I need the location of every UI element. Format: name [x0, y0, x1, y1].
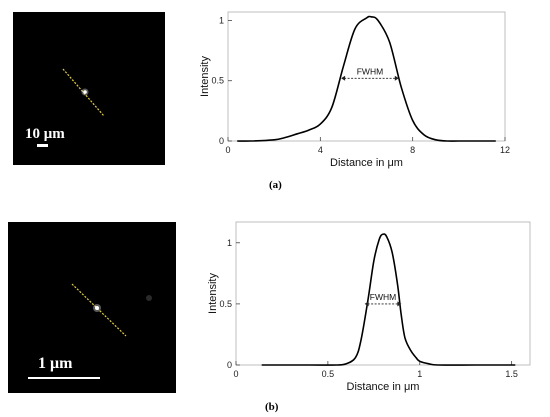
- x-tick-label: 1: [417, 369, 422, 379]
- y-tick-label: 0.5: [211, 76, 224, 86]
- figure-panel-a: 10 μm 0 4 8 12 0 0.5 1 Distance in μm Intensity F…: [0, 0, 550, 195]
- plot-frame: [235, 221, 531, 366]
- y-tick-label: 0: [227, 360, 232, 370]
- y-tick-label: 1: [219, 15, 224, 25]
- panel-caption: (a): [269, 179, 282, 191]
- y-axis-label: Intensity: [199, 56, 211, 97]
- faint-particle: [146, 295, 152, 301]
- profile-line: [71, 283, 127, 337]
- fwhm-arrow-right: [397, 301, 402, 307]
- fwhm-arrow-left: [341, 75, 346, 81]
- x-axis-label: Distance in μm: [330, 157, 403, 169]
- y-tick-label: 0.5: [219, 299, 232, 309]
- intensity-curve: [237, 15, 496, 142]
- x-tick-label: 0.5: [322, 369, 335, 379]
- y-axis-label: Intensity: [207, 273, 219, 314]
- micrograph-image: 1 μm: [8, 222, 176, 393]
- x-tick-label: 8: [410, 145, 415, 155]
- y-tick-label: 1: [227, 238, 232, 248]
- x-axis-label: Distance in μm: [347, 381, 420, 393]
- x-tick-label: 0: [225, 145, 230, 155]
- figure-panel-b: 1 μm 0 0.5 1 1.5 0 0.5 1 Distance in μm Intensit…: [0, 212, 550, 417]
- intensity-profile-chart: 0 4 8 12 0 0.5 1 Distance in μm Intensity FWHM: [199, 11, 510, 169]
- scale-bar-label: 10 μm: [25, 126, 65, 142]
- fwhm-label: FWHM: [370, 292, 396, 302]
- micrograph-drawing: [37, 68, 105, 147]
- scale-bar: [37, 144, 48, 147]
- x-tick-label: 4: [318, 145, 323, 155]
- fwhm-label: FWHM: [357, 66, 383, 76]
- micrograph-image: 10 μm: [13, 12, 165, 165]
- scale-bar: [28, 377, 100, 379]
- x-tick-label: 0: [233, 369, 238, 379]
- fwhm-arrow-left: [364, 301, 369, 307]
- fwhm-arrow-right: [394, 75, 399, 81]
- particle: [83, 90, 87, 94]
- intensity-curve: [261, 233, 516, 366]
- panel-caption: (b): [265, 401, 279, 413]
- micrograph-drawing: [28, 283, 152, 379]
- x-tick-label: 12: [500, 145, 510, 155]
- x-tick-label: 1.5: [505, 369, 518, 379]
- y-tick-label: 0: [219, 136, 224, 146]
- particle: [95, 306, 99, 310]
- scale-bar-label: 1 μm: [38, 355, 73, 372]
- intensity-profile-chart: 0 0.5 1 1.5 0 0.5 1 Distance in μm Intensity FWHM: [207, 221, 531, 393]
- plot-frame: [227, 11, 506, 142]
